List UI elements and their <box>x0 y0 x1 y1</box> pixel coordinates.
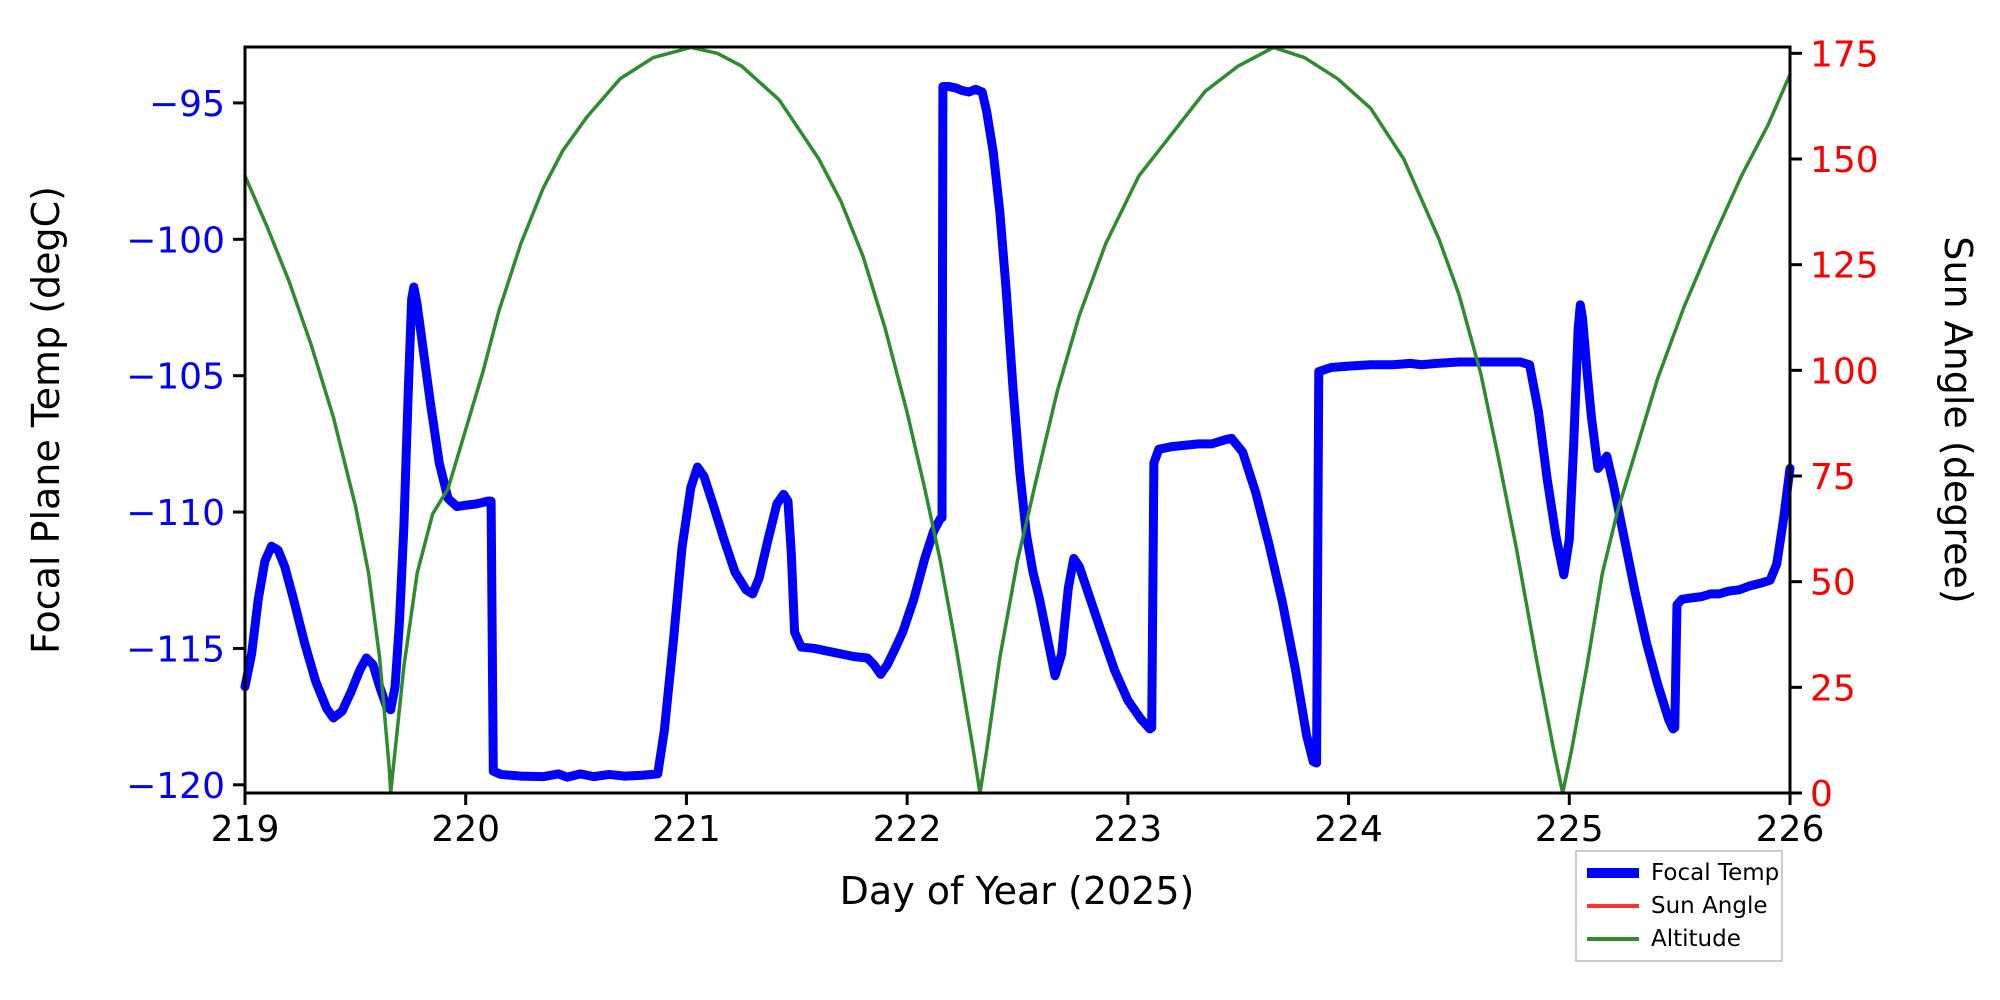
y-right-tick-label: 75 <box>1810 457 1856 498</box>
x-tick-label: 223 <box>1093 809 1162 850</box>
legend: Focal Temp Sun Angle Altitude <box>1575 850 1783 962</box>
y-right-tick-label: 0 <box>1810 774 1833 815</box>
legend-line-sample-focal-temp <box>1587 867 1639 878</box>
y-axis-label-right: Sun Angle (degree) <box>1936 236 1980 604</box>
y-axis-label-left: Focal Plane Temp (degC) <box>24 185 68 655</box>
y-left-tick-label: −100 <box>126 220 225 261</box>
y-left-tick-label: −110 <box>126 493 225 534</box>
x-tick-label: 219 <box>211 809 280 850</box>
y-right-tick-label: 175 <box>1810 34 1879 75</box>
x-tick-label: 225 <box>1535 809 1604 850</box>
y-right-tick-label: 25 <box>1810 668 1856 709</box>
legend-line-sample-altitude <box>1587 937 1639 942</box>
x-tick-label: 220 <box>431 809 500 850</box>
y-left-tick-label: −95 <box>149 84 225 125</box>
focal-temp-line <box>240 82 1795 782</box>
y-right-tick-label: 125 <box>1810 246 1879 287</box>
legend-label: Sun Angle <box>1651 892 1768 919</box>
x-tick-label: 224 <box>1314 809 1383 850</box>
plot-border <box>243 45 1792 795</box>
y-right-tick-label: 50 <box>1810 563 1856 604</box>
x-tick-label: 221 <box>652 809 721 850</box>
altitude-line <box>243 45 1792 795</box>
legend-entry-sun-angle: Sun Angle <box>1587 893 1771 919</box>
legend-label: Focal Temp <box>1651 859 1780 886</box>
y-left-tick-label: −115 <box>126 629 225 670</box>
legend-entry-altitude: Altitude <box>1587 926 1771 952</box>
legend-line-sample-sun-angle <box>1587 903 1639 908</box>
y-left-tick-label: −105 <box>126 357 225 398</box>
x-tick-label: 226 <box>1756 809 1825 850</box>
legend-entry-focal-temp: Focal Temp <box>1587 860 1779 886</box>
x-axis-label: Day of Year (2025) <box>839 869 1195 913</box>
legend-label: Altitude <box>1651 926 1741 953</box>
y-right-tick-label: 150 <box>1810 140 1879 181</box>
y-left-tick-label: −120 <box>126 766 225 807</box>
x-tick-label: 222 <box>873 809 942 850</box>
y-right-tick-label: 100 <box>1810 351 1879 392</box>
